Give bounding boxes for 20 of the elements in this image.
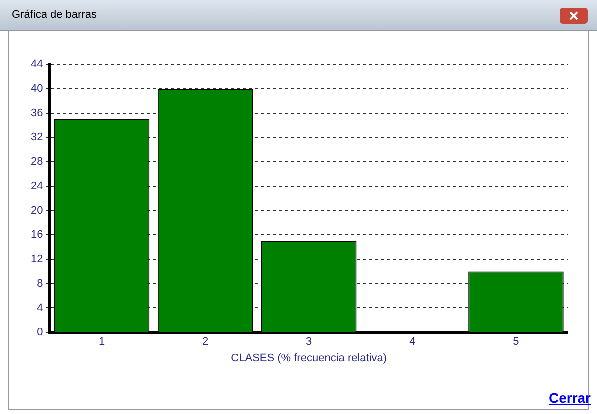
text: Cerrar: [548, 390, 591, 406]
y-tick-label: 4: [37, 302, 44, 314]
y-tick-label: 36: [30, 107, 44, 120]
y-tick-label: 16: [30, 229, 44, 242]
chart-title: Gráfica de barras: [12, 9, 97, 21]
x-tick-label: 2: [202, 336, 209, 348]
y-tick-label: 44: [30, 58, 44, 71]
y-tick-label: 12: [30, 254, 44, 266]
y-tick-label: 0: [37, 326, 44, 339]
x-axis-title: CLASES (% frecuencia relativa): [231, 352, 388, 364]
x-tick-label: 3: [306, 336, 312, 348]
y-tick-label: 32: [30, 132, 44, 144]
y-tick-label: 28: [30, 156, 44, 168]
x-tick-label: 5: [513, 336, 520, 348]
x-tick-label: 1: [98, 336, 106, 348]
y-tick-label: 24: [30, 180, 44, 192]
y-tick-label: 8: [37, 278, 44, 290]
x-tick-label: 4: [410, 336, 416, 348]
y-tick-label: 40: [30, 82, 44, 95]
y-tick-label: 20: [30, 204, 44, 217]
